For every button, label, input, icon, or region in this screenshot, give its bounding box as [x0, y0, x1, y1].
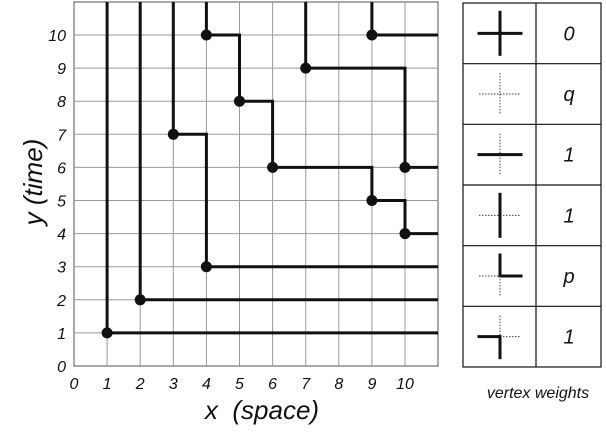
y-tick-label: 6 [57, 160, 66, 177]
y-tick-label: 3 [57, 260, 66, 277]
vertex-type-icon [479, 192, 521, 238]
vertex-weight-legend: 0 q 1 1 p 1 vertex weights [462, 2, 602, 402]
y-tick-label: 8 [57, 94, 66, 111]
vertex-dot [234, 95, 245, 107]
particle-path [138, 1, 439, 302]
vertex-type-icon [477, 133, 523, 176]
x-tick-label: 1 [103, 376, 112, 393]
y-tick-label: 2 [56, 293, 66, 310]
x-tick-label: 6 [268, 376, 277, 393]
y-tick-label: 9 [57, 61, 66, 78]
vertex-dot [366, 29, 378, 41]
particle-path [171, 1, 439, 269]
plot-frame [73, 1, 439, 367]
vertex-dot [267, 161, 279, 173]
vertex-dot [167, 128, 179, 140]
x-tick-label: 10 [396, 376, 414, 393]
x-tick-label: 2 [135, 376, 145, 393]
vertex-weight-value: p [562, 266, 574, 288]
legend-caption: vertex weights [487, 385, 589, 402]
vertex-dot [200, 261, 212, 273]
x-tick-label: 8 [334, 376, 343, 393]
y-tick-label: 7 [57, 127, 67, 144]
x-tick-label: 9 [367, 376, 376, 393]
vertices [101, 29, 411, 339]
particle-path [304, 1, 439, 169]
vertex-type-icon [479, 73, 521, 115]
vertex-dot [399, 161, 411, 173]
vertex-dot [101, 327, 113, 339]
y-tick-label: 1 [57, 326, 66, 343]
y-tick-label: 4 [57, 227, 66, 244]
vertex-weight-value: 1 [563, 145, 574, 167]
x-tick-label: 5 [235, 376, 244, 393]
y-ticks: 0 1 2 3 4 5 6 7 8 9 10 [48, 28, 67, 376]
x-tick-label: 3 [169, 376, 178, 393]
y-tick-label: 5 [57, 194, 66, 211]
x-axis-title: x (space) [203, 395, 319, 425]
vertex-weight-value: 1 [563, 205, 574, 227]
vertex-dot [134, 294, 146, 306]
particle-path [204, 1, 439, 236]
vertex-dot [300, 62, 312, 74]
y-tick-label: 0 [57, 359, 66, 376]
x-tick-label: 4 [202, 376, 211, 393]
vertex-dot [366, 195, 378, 206]
vertex-type-icon [477, 315, 521, 360]
y-tick-label: 10 [48, 28, 66, 45]
vertex-type-icon [479, 253, 523, 297]
grid [74, 1, 439, 366]
x-tick-label: 7 [301, 376, 311, 393]
x-tick-label: 0 [70, 376, 79, 393]
x-ticks: 0 1 2 3 4 5 6 7 8 9 10 [70, 376, 414, 393]
vertex-weight-value: 0 [563, 23, 574, 45]
vertex-weight-value: q [563, 84, 574, 106]
vertex-dot [200, 29, 212, 41]
y-axis-title: y (time) [18, 139, 48, 228]
vertex-dot [399, 228, 411, 240]
vertex-type-icon [477, 10, 523, 56]
vertex-weight-value: 1 [563, 327, 574, 349]
